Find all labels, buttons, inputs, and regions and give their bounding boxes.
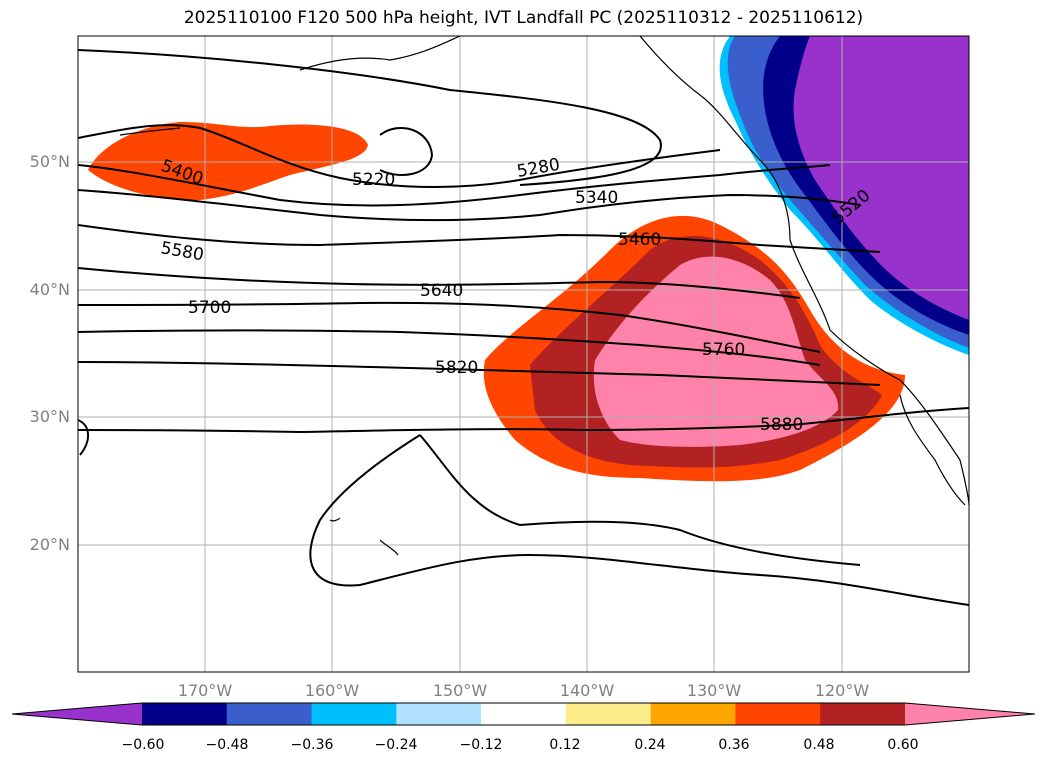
lon-label-130w: 130°W	[686, 681, 742, 700]
lon-label-150w: 150°W	[432, 681, 488, 700]
map-title: 2025110100 F120 500 hPa height, IVT Land…	[183, 8, 864, 28]
colorbar-segment	[481, 703, 567, 725]
colorbar-segment	[142, 703, 228, 725]
contour-label-5220: 5220	[352, 170, 395, 190]
contour-label-5700: 5700	[188, 298, 231, 318]
colorbar-tick: 0.48	[803, 737, 835, 753]
colorbar-segment	[650, 703, 736, 725]
contour-label-5340: 5340	[575, 188, 618, 208]
colorbar-tick: 0.12	[549, 737, 581, 753]
colorbar-extend-low	[12, 703, 142, 725]
colorbar-segment	[565, 703, 652, 725]
lat-label-20n: 20°N	[29, 535, 70, 554]
colorbar-tick: 0.24	[634, 737, 666, 753]
lat-label-50n: 50°N	[29, 152, 70, 171]
lat-label-40n: 40°N	[29, 280, 70, 299]
height-contours	[77, 49, 970, 606]
colorbar-tick: 0.60	[887, 737, 919, 753]
colorbar-outline	[11, 702, 1036, 726]
colorbar-tick: −0.60	[121, 737, 165, 753]
colorbar-segment	[396, 703, 482, 725]
lon-label-120w: 120°W	[814, 681, 870, 700]
colorbar-tick: −0.36	[290, 737, 334, 753]
lon-label-160w: 160°W	[304, 681, 360, 700]
contour-label-5760: 5760	[702, 340, 745, 360]
lon-label-140w: 140°W	[559, 681, 615, 700]
colorbar-segment	[735, 703, 821, 725]
colorbar	[11, 702, 1036, 726]
colorbar-segment	[226, 703, 313, 725]
colorbar-tick: −0.12	[459, 737, 503, 753]
contour-label-5880: 5880	[760, 415, 803, 435]
coastlines	[119, 35, 970, 556]
colorbar-extend-high	[905, 703, 1035, 725]
lon-label-170w: 170°W	[177, 681, 233, 700]
contour-label-5460: 5460	[618, 230, 661, 250]
positive-anomaly-region-northwest	[88, 122, 368, 200]
contour-label-5640: 5640	[420, 281, 463, 301]
colorbar-segment	[820, 703, 906, 725]
map-frame	[77, 35, 970, 673]
contour-label-5820: 5820	[435, 358, 478, 378]
negative-anomaly-region-core	[793, 36, 969, 320]
lat-label-30n: 30°N	[29, 407, 70, 426]
colorbar-tick: −0.48	[205, 737, 249, 753]
colorbar-tick: 0.36	[718, 737, 750, 753]
colorbar-segment	[311, 703, 397, 725]
graticule	[78, 36, 969, 672]
colorbar-tick: −0.24	[374, 737, 418, 753]
